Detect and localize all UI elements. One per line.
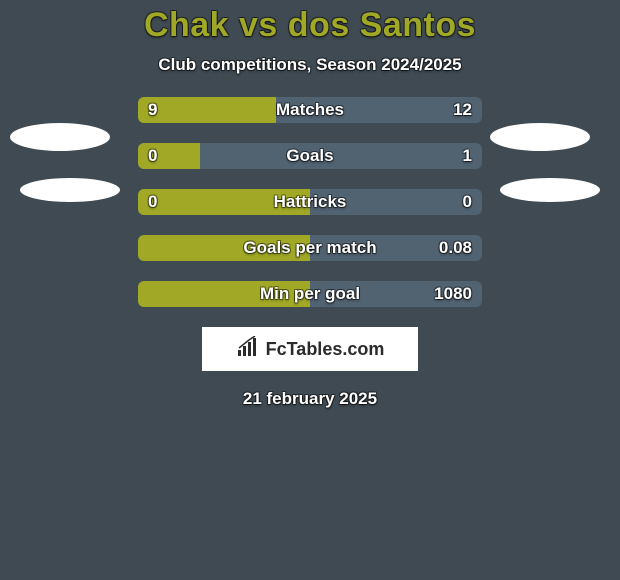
comparison-title: Chak vs dos Santos: [0, 0, 620, 45]
stat-value-right: 0: [463, 192, 472, 212]
stat-value-left: 9: [148, 100, 157, 120]
stat-value-right: 12: [453, 100, 472, 120]
stat-bar-left: [138, 97, 276, 123]
bar-chart-icon: [236, 336, 260, 363]
stat-label: Matches: [276, 100, 344, 120]
stat-row: Goals per match 0.08: [0, 235, 620, 261]
stat-row: Matches 9 12: [0, 97, 620, 123]
player-badge-left: [20, 178, 120, 202]
stat-value-left: 0: [148, 146, 157, 166]
comparison-date: 21 february 2025: [0, 389, 620, 409]
stat-label: Goals: [286, 146, 333, 166]
stat-value-right: 1: [463, 146, 472, 166]
player-badge-right: [490, 123, 590, 151]
brand-text: FcTables.com: [266, 339, 385, 360]
stat-label: Hattricks: [274, 192, 347, 212]
stat-label: Goals per match: [243, 238, 376, 258]
stat-value-right: 0.08: [439, 238, 472, 258]
brand-box: FcTables.com: [202, 327, 418, 371]
stat-bar-right: [200, 143, 482, 169]
stat-value-right: 1080: [434, 284, 472, 304]
comparison-subtitle: Club competitions, Season 2024/2025: [0, 55, 620, 75]
stat-row: Min per goal 1080: [0, 281, 620, 307]
stat-label: Min per goal: [260, 284, 360, 304]
player-badge-right: [500, 178, 600, 202]
stat-value-left: 0: [148, 192, 157, 212]
player-badge-left: [10, 123, 110, 151]
